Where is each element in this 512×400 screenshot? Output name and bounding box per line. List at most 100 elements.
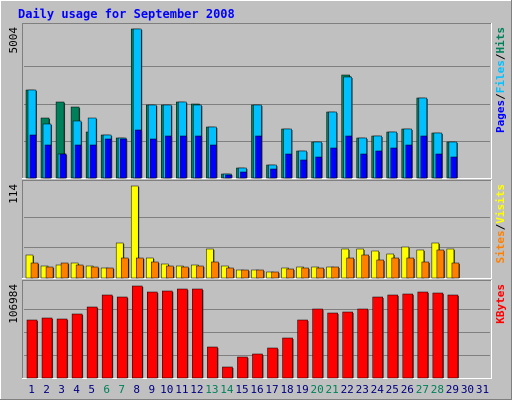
bar-kbytes — [147, 291, 158, 379]
x-tick-label: 23 — [356, 383, 369, 396]
bar-sites — [346, 257, 354, 279]
panel-kbytes: 106984 KBytes — [7, 280, 507, 379]
bar-pages — [210, 144, 217, 179]
x-tick-label: 8 — [133, 383, 140, 396]
bar-visits — [130, 185, 139, 279]
panel-max-label: 114 — [7, 184, 20, 204]
chart-panels: 5004Pages/Files/Hits114Sites/Visits10698… — [7, 23, 507, 379]
bar-pages — [74, 144, 82, 179]
bar-pages — [420, 135, 428, 179]
bar-kbytes — [252, 353, 263, 379]
x-tick-label: 29 — [446, 383, 459, 396]
bar-pages — [360, 153, 367, 179]
bar-kbytes — [177, 288, 188, 379]
x-tick-label: 12 — [190, 383, 203, 396]
bar-sites — [391, 257, 400, 279]
x-tick-label: 18 — [280, 383, 293, 396]
bar-sites — [30, 262, 39, 279]
bar-pages — [29, 134, 37, 179]
bar-kbytes — [267, 347, 278, 379]
bar-kbytes — [101, 294, 113, 379]
bar-kbytes — [342, 311, 353, 379]
bar-pages — [390, 147, 398, 179]
x-tick-label: 28 — [431, 383, 444, 396]
legend-hits: Hits — [494, 27, 507, 54]
bar-kbytes — [357, 308, 368, 379]
x-tick-label: 26 — [401, 383, 414, 396]
x-tick-label: 31 — [476, 383, 489, 396]
bar-kbytes — [56, 318, 68, 379]
bar-kbytes — [402, 293, 414, 379]
x-tick-label: 16 — [250, 383, 263, 396]
x-tick-label: 2 — [43, 383, 50, 396]
bar-sites — [451, 262, 460, 279]
bar-pages — [375, 150, 382, 179]
x-axis-day-labels: 1 2 3 4 5 6 7 8 9 10 11 12 13 14 15 16 17 18 19 20 21 22 23 24 2… — [28, 383, 489, 396]
bar-pages — [104, 138, 112, 179]
bar-sites — [151, 261, 159, 279]
bar-pages — [225, 174, 232, 179]
bar-kbytes — [222, 366, 233, 379]
x-tick-label: 6 — [103, 383, 110, 396]
legend-visits: Visits — [494, 184, 507, 224]
bar-sites — [45, 266, 54, 279]
bar-sites — [421, 261, 430, 279]
bar-sites — [361, 254, 369, 279]
bar-kbytes — [432, 292, 444, 379]
x-tick-label: 19 — [295, 383, 308, 396]
panel-visits-sites: 114 Sites/Visits — [7, 180, 507, 279]
legend-pages: Pages — [494, 100, 507, 133]
x-tick-label: 30 — [461, 383, 474, 396]
bar-sites — [196, 265, 204, 279]
x-tick-label: 10 — [160, 383, 173, 396]
bar-kbytes — [312, 308, 323, 379]
legend-separator: / — [494, 93, 507, 100]
bar-pages — [330, 147, 337, 179]
bar-sites — [271, 271, 279, 279]
bar-pages — [180, 135, 187, 179]
x-tick-label: 4 — [73, 383, 80, 396]
bar-kbytes — [237, 356, 248, 379]
legend-kbytes: KBytes — [494, 284, 507, 324]
legend-sites: Sites — [494, 230, 507, 263]
legend-separator: / — [494, 53, 507, 60]
x-tick-label: 24 — [371, 383, 385, 396]
bar-kbytes — [86, 306, 98, 379]
bar-pages — [119, 138, 127, 179]
bar-kbytes — [41, 317, 53, 379]
bar-kbytes — [162, 290, 173, 379]
bar-pages — [315, 156, 322, 179]
bar-kbytes — [131, 285, 143, 379]
bar-sites — [301, 267, 309, 279]
x-tick-label: 17 — [265, 383, 278, 396]
bar-kbytes — [447, 294, 459, 379]
bar-pages — [89, 144, 97, 179]
bar-sites — [436, 249, 445, 279]
legend-separator: / — [494, 223, 507, 230]
panel-max-label: 106984 — [7, 284, 20, 324]
x-tick-label: 11 — [175, 383, 188, 396]
bar-pages — [150, 138, 157, 179]
x-tick-label: 14 — [220, 383, 234, 396]
bar-sites — [90, 266, 99, 279]
bar-sites — [136, 257, 144, 279]
bar-sites — [331, 266, 339, 279]
x-tick-label: 1 — [28, 383, 35, 396]
bar-sites — [60, 262, 69, 279]
bar-sites — [75, 264, 84, 279]
x-tick-label: 20 — [311, 383, 324, 396]
bar-pages — [270, 168, 277, 179]
bar-kbytes — [387, 294, 399, 379]
bar-sites — [256, 269, 264, 279]
x-tick-label: 5 — [88, 383, 95, 396]
bar-sites — [241, 269, 249, 279]
chart-title: Daily usage for September 2008 — [18, 7, 235, 21]
bar-pages — [44, 144, 52, 179]
x-tick-label: 13 — [205, 383, 218, 396]
bar-sites — [226, 267, 234, 279]
bar-kbytes — [372, 296, 384, 379]
bar-kbytes — [26, 319, 38, 379]
x-tick-label: 3 — [58, 383, 65, 396]
